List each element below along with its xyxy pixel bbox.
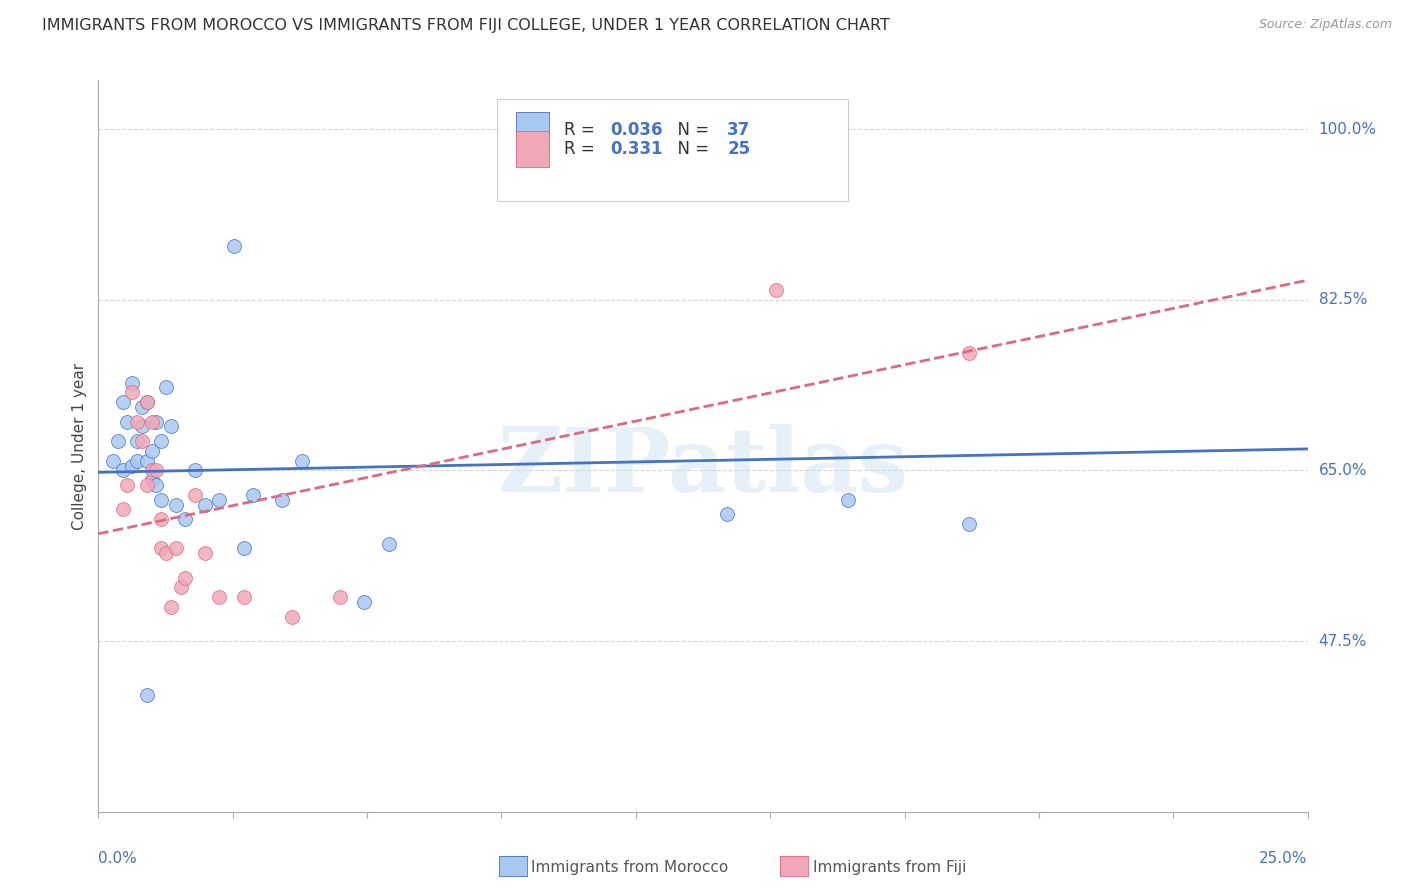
Point xyxy=(232,590,254,604)
Text: 82.5%: 82.5% xyxy=(1319,293,1367,307)
Point xyxy=(101,453,124,467)
Point xyxy=(194,498,217,512)
Point xyxy=(160,419,183,434)
Point xyxy=(135,453,157,467)
Point xyxy=(353,595,375,609)
Point xyxy=(111,502,134,516)
Text: Source: ZipAtlas.com: Source: ZipAtlas.com xyxy=(1258,18,1392,31)
Point xyxy=(208,590,231,604)
Point xyxy=(957,346,980,360)
Text: 0.036: 0.036 xyxy=(610,121,662,139)
Point xyxy=(135,688,157,702)
Point xyxy=(141,415,163,429)
Point xyxy=(377,536,399,550)
Point xyxy=(155,380,177,394)
Point xyxy=(169,581,191,595)
Text: 37: 37 xyxy=(727,121,751,139)
Point xyxy=(145,463,167,477)
Point xyxy=(117,415,139,429)
Text: Immigrants from Fiji: Immigrants from Fiji xyxy=(813,860,966,874)
Point xyxy=(716,508,738,522)
Point xyxy=(121,458,143,473)
Point xyxy=(107,434,129,449)
Point xyxy=(145,415,167,429)
Point xyxy=(174,512,197,526)
Point xyxy=(150,492,173,507)
Point xyxy=(135,478,157,492)
Point xyxy=(131,434,153,449)
Text: IMMIGRANTS FROM MOROCCO VS IMMIGRANTS FROM FIJI COLLEGE, UNDER 1 YEAR CORRELATIO: IMMIGRANTS FROM MOROCCO VS IMMIGRANTS FR… xyxy=(42,18,890,33)
Point xyxy=(135,395,157,409)
Point xyxy=(111,395,134,409)
Point xyxy=(290,453,312,467)
FancyBboxPatch shape xyxy=(516,131,550,167)
Text: Immigrants from Morocco: Immigrants from Morocco xyxy=(531,860,728,874)
Point xyxy=(242,488,264,502)
Point xyxy=(765,283,787,297)
Point xyxy=(174,571,197,585)
FancyBboxPatch shape xyxy=(498,99,848,201)
Point xyxy=(281,609,304,624)
Point xyxy=(165,498,187,512)
Point xyxy=(150,541,173,556)
Point xyxy=(184,463,207,477)
Point xyxy=(194,546,217,560)
Point xyxy=(131,419,153,434)
Point xyxy=(208,492,231,507)
Point xyxy=(957,516,980,531)
Text: N =: N = xyxy=(666,121,714,139)
Point xyxy=(271,492,294,507)
Point xyxy=(127,434,149,449)
Point xyxy=(141,473,163,487)
Text: 0.0%: 0.0% xyxy=(98,851,138,865)
Text: 25: 25 xyxy=(727,140,751,158)
Point xyxy=(145,478,167,492)
FancyBboxPatch shape xyxy=(516,112,550,147)
Point xyxy=(111,463,134,477)
Point xyxy=(165,541,187,556)
Text: R =: R = xyxy=(564,121,600,139)
Text: 25.0%: 25.0% xyxy=(1260,851,1308,865)
Point xyxy=(127,415,149,429)
Text: ZIPatlas: ZIPatlas xyxy=(498,425,908,511)
Point xyxy=(160,599,183,614)
Point xyxy=(131,400,153,414)
Point xyxy=(135,395,157,409)
Text: 0.331: 0.331 xyxy=(610,140,662,158)
Point xyxy=(121,376,143,390)
Point xyxy=(121,385,143,400)
Text: N =: N = xyxy=(666,140,714,158)
Point xyxy=(155,546,177,560)
Point xyxy=(184,488,207,502)
Point xyxy=(141,463,163,477)
Y-axis label: College, Under 1 year: College, Under 1 year xyxy=(72,362,87,530)
Point xyxy=(150,434,173,449)
Point xyxy=(150,512,173,526)
Text: 47.5%: 47.5% xyxy=(1319,633,1367,648)
Point xyxy=(329,590,352,604)
Point xyxy=(837,492,859,507)
Point xyxy=(117,478,139,492)
Point xyxy=(127,453,149,467)
Point xyxy=(141,443,163,458)
Point xyxy=(232,541,254,556)
Point xyxy=(222,239,245,253)
Text: 100.0%: 100.0% xyxy=(1319,121,1376,136)
Text: R =: R = xyxy=(564,140,600,158)
Text: 65.0%: 65.0% xyxy=(1319,463,1367,478)
